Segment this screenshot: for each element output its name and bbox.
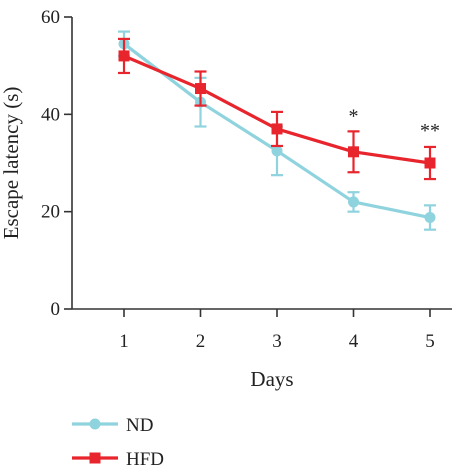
y-tick-label: 0 (51, 299, 61, 320)
x-tick-label: 1 (119, 331, 129, 352)
plot-area (118, 30, 436, 231)
legend-swatch-marker (89, 418, 101, 430)
y-tick-label: 60 (41, 7, 60, 28)
data-point (348, 196, 359, 208)
data-point (118, 50, 130, 62)
tick-marks (64, 16, 431, 317)
legend-label: ND (126, 415, 153, 436)
x-tick-label: 5 (425, 331, 435, 352)
legend-item-hfd: HFD (72, 449, 164, 470)
axes (71, 17, 452, 310)
data-point (271, 145, 283, 157)
x-axis-label: Days (250, 367, 293, 391)
tick-labels: 0 20 40 60 1 2 3 4 5 (41, 7, 435, 352)
data-point (424, 157, 436, 169)
significance-annotations: *** (349, 105, 441, 142)
data-point (348, 146, 359, 158)
significance-marker: * (349, 105, 359, 127)
x-tick-label: 4 (349, 331, 359, 352)
x-tick-label: 3 (272, 331, 282, 352)
y-axis-label: Escape latency (s) (0, 87, 23, 240)
x-tick-label: 2 (196, 331, 206, 352)
significance-marker: ** (420, 120, 440, 142)
y-tick-label: 40 (41, 104, 60, 125)
legend-item-nd: ND (72, 415, 153, 436)
legend: ND HFD (72, 415, 164, 470)
data-point (424, 212, 436, 224)
data-point (195, 83, 206, 95)
y-tick-label: 20 (41, 202, 60, 223)
legend-swatch-marker (89, 452, 101, 464)
data-point (271, 123, 283, 135)
legend-label: HFD (126, 449, 164, 470)
series-hfd (118, 37, 436, 181)
